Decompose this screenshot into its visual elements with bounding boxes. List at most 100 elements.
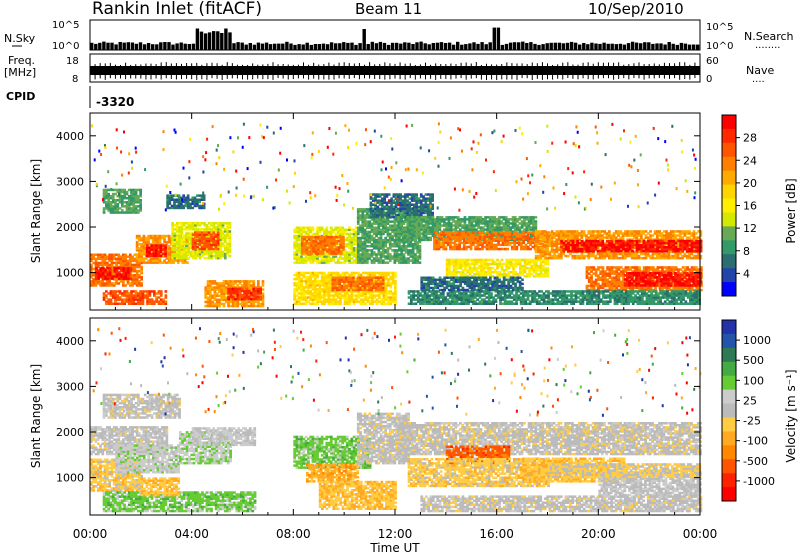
range-gate-cell — [175, 228, 179, 231]
range-gate-cell — [316, 292, 319, 295]
range-gate-cell — [354, 288, 357, 292]
range-gate-cell — [228, 230, 232, 233]
range-gate-cell — [180, 196, 183, 199]
range-gate-cell — [343, 238, 347, 242]
range-gate-cell — [212, 224, 216, 227]
range-gate-cell — [364, 302, 367, 305]
range-gate-cell — [357, 300, 361, 303]
range-gate-cell — [329, 259, 333, 262]
range-gate-cell — [486, 220, 490, 223]
range-gate-cell — [333, 280, 337, 284]
range-gate-cell — [227, 287, 230, 291]
range-gate-cell — [311, 286, 315, 289]
range-gate-cell — [382, 245, 385, 248]
range-gate-cell — [329, 277, 333, 281]
range-gate-cell — [368, 288, 371, 292]
range-gate-cell — [201, 250, 204, 254]
range-gate-cell — [381, 209, 384, 213]
range-gate-cell — [335, 250, 338, 253]
range-gate-cell — [215, 284, 219, 287]
range-gate-cell — [379, 240, 383, 244]
range-gate-cell — [189, 198, 192, 201]
range-gate-cell — [202, 194, 206, 197]
range-gate-cell — [221, 254, 225, 258]
range-gate-cell — [95, 273, 98, 276]
range-gate-cell — [339, 226, 342, 229]
range-gate-cell — [114, 300, 117, 303]
range-gate-cell — [159, 254, 163, 258]
range-gate-cell — [371, 203, 375, 206]
range-gate-cell — [245, 284, 249, 287]
range-gate-cell — [205, 237, 209, 240]
range-gate-cell — [368, 300, 372, 303]
range-gate-cell — [468, 222, 471, 225]
range-gate-cell — [194, 235, 197, 238]
range-gate-cell — [254, 287, 258, 291]
range-gate-cell — [424, 218, 428, 221]
range-gate-cell — [488, 216, 492, 219]
range-gate-cell — [200, 239, 204, 242]
range-gate-cell — [182, 200, 185, 204]
nsky-bar — [346, 42, 350, 50]
range-gate-cell — [309, 255, 312, 258]
range-gate-cell — [433, 218, 437, 221]
nsky-bar — [220, 33, 224, 50]
range-gate-cell — [127, 269, 130, 272]
range-gate-cell — [117, 257, 121, 261]
range-gate-cell — [138, 274, 141, 277]
range-gate-cell — [254, 286, 258, 289]
range-gate-cell — [145, 248, 149, 251]
range-gate-cell — [157, 246, 161, 249]
freq-label-line2: [MHz] — [4, 66, 36, 79]
range-gate-cell — [477, 226, 480, 229]
range-gate-cell — [196, 228, 200, 231]
range-gate-cell — [377, 284, 380, 288]
range-gate-cell — [167, 247, 171, 250]
range-gate-cell — [337, 235, 341, 239]
range-gate-cell — [401, 220, 405, 223]
range-gate-cell — [138, 243, 141, 246]
range-gate-cell — [182, 236, 186, 239]
range-gate-cell — [180, 250, 184, 254]
range-gate-cell — [491, 224, 494, 227]
range-gate-cell — [245, 302, 249, 306]
range-gate-cell — [495, 220, 499, 223]
range-gate-cell — [203, 245, 206, 249]
range-gate-cell — [374, 284, 378, 288]
range-gate-cell — [139, 203, 142, 206]
range-gate-cell — [208, 286, 212, 289]
nsky-bar — [183, 43, 187, 50]
range-gate-cell — [118, 292, 122, 295]
range-gate-cell — [221, 244, 225, 248]
range-gate-cell — [228, 244, 232, 248]
range-gate-cell — [311, 253, 315, 256]
range-gate-cell — [436, 218, 439, 221]
range-gate-cell — [241, 284, 244, 287]
range-gate-cell — [226, 252, 229, 256]
range-gate-cell — [364, 271, 367, 275]
range-gate-cell — [219, 252, 223, 256]
range-gate-cell — [140, 278, 143, 281]
range-gate-cell — [384, 238, 387, 242]
range-gate-cell — [402, 232, 406, 236]
range-gate-cell — [407, 253, 410, 256]
range-gate-cell — [194, 243, 197, 247]
range-gate-cell — [111, 302, 115, 305]
range-gate-cell — [378, 294, 381, 297]
range-gate-cell — [418, 261, 422, 264]
range-gate-cell — [377, 247, 381, 250]
range-gate-cell — [178, 244, 181, 248]
range-gate-cell — [377, 238, 381, 242]
range-gate-cell — [186, 261, 189, 264]
range-gate-cell — [130, 203, 133, 206]
range-gate-cell — [408, 232, 412, 235]
range-gate-cell — [206, 290, 210, 293]
range-gate-cell — [408, 226, 412, 229]
range-gate-cell — [309, 230, 312, 234]
range-gate-cell — [386, 220, 390, 223]
range-gate-cell — [330, 242, 334, 245]
range-gate-cell — [127, 298, 131, 301]
range-gate-cell — [186, 204, 190, 208]
nsky-bar — [163, 42, 167, 50]
range-gate-cell — [345, 276, 348, 279]
